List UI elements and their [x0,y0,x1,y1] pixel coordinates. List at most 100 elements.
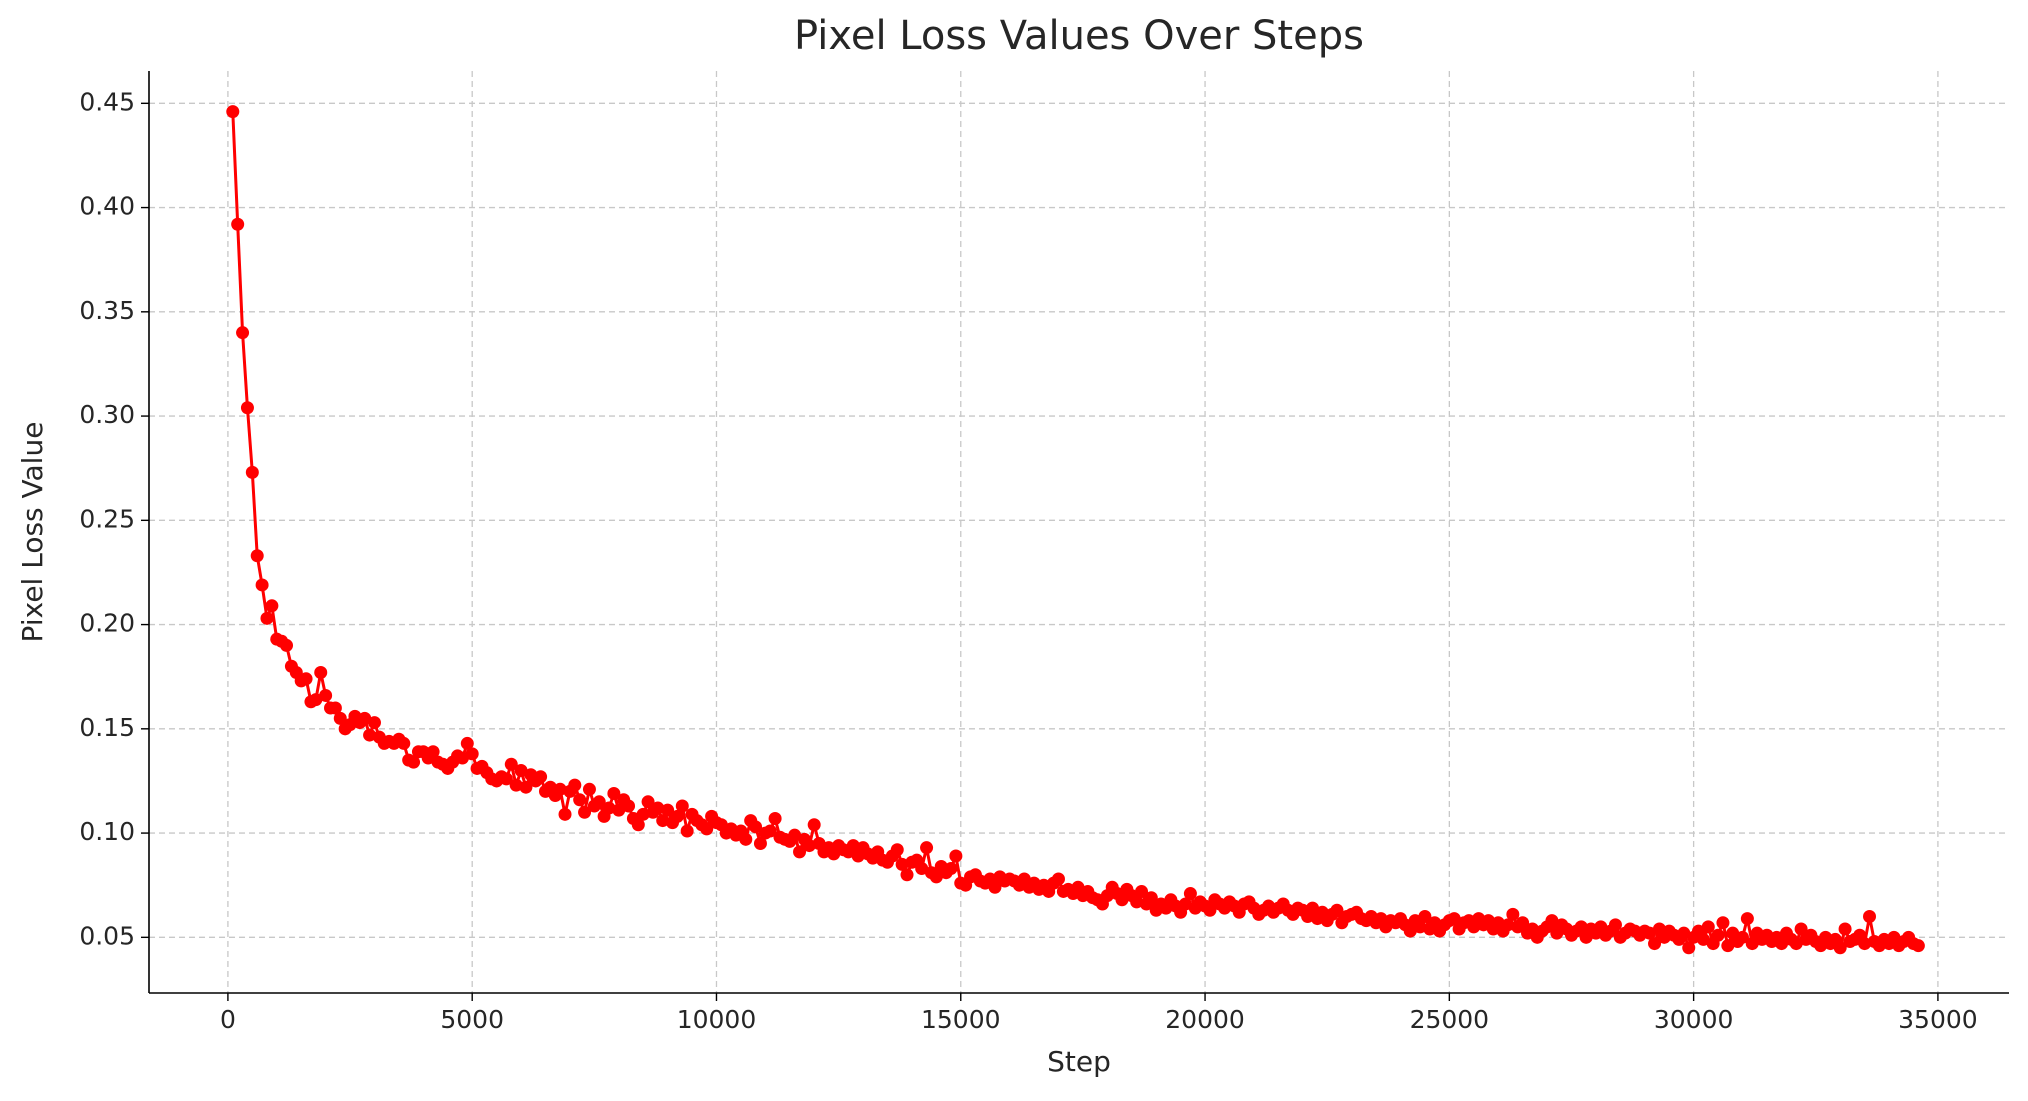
data-point [245,465,259,479]
data-point [631,818,645,832]
data-point [1545,914,1559,928]
data-point [1677,926,1691,940]
data-point [651,801,665,815]
data-point [1179,897,1193,911]
data-point [1858,937,1872,951]
data-point [929,870,943,884]
data-point [426,745,440,759]
x-axis-label: Step [1047,1045,1111,1078]
data-point [1648,937,1662,951]
data-point [607,786,621,800]
chart-title: Pixel Loss Values Over Steps [794,13,1364,59]
data-point [656,814,670,828]
data-point [509,778,523,792]
y-tick-label: 0.40 [79,192,135,221]
data-point [1506,907,1520,921]
data-point [319,688,333,702]
data-point [1721,939,1735,953]
data-point [895,857,909,871]
data-point [612,803,626,817]
data-point [1775,937,1789,951]
data-line [231,111,1919,950]
data-point [920,841,934,855]
y-tick-label: 0.35 [79,296,135,325]
data-point [1413,920,1427,934]
data-point [763,824,777,838]
data-point [602,801,616,815]
data-point [1516,916,1530,930]
data-point [670,809,684,823]
data-point [519,780,533,794]
data-point [661,803,675,817]
data-point [568,778,582,792]
data-point [988,880,1002,894]
data-point [1183,887,1197,901]
data-point [250,549,264,563]
data-point [1403,924,1417,938]
data-point [314,666,328,680]
x-tick-label: 10000 [677,1005,757,1034]
data-point [573,793,587,807]
data-point [534,770,548,784]
data-point [1911,939,1925,953]
x-tick-label: 15000 [921,1005,1001,1034]
data-point [504,757,518,771]
data-point [328,701,342,715]
data-point [1501,918,1515,932]
data-point [1130,895,1144,909]
data-point [280,638,294,652]
data-point [1306,901,1320,915]
data-point [944,862,958,876]
data-point [1418,909,1432,923]
data-point [1716,916,1730,930]
data-point [890,843,904,857]
x-tick-label: 20000 [1165,1005,1245,1034]
data-point [802,839,816,853]
data-point [1745,937,1759,951]
y-tick-label: 0.10 [79,817,135,846]
x-tick-label: 25000 [1410,1005,1490,1034]
data-point [1833,941,1847,955]
data-point [1711,928,1725,942]
data-point [1330,903,1344,917]
data-point [1838,922,1852,936]
data-point [499,772,513,786]
data-point [309,693,323,707]
data-point [236,326,250,340]
data-point [753,837,767,851]
data-point [1701,920,1715,934]
data-point [1794,922,1808,936]
data-point [397,736,411,750]
data-point [1643,926,1657,940]
data-point [900,868,914,882]
data-point [460,736,474,750]
y-tick-label: 0.25 [79,504,135,533]
y-axis-label: Pixel Loss Value [16,422,49,643]
data-point [1608,918,1622,932]
data-point [622,799,636,813]
data-point [807,818,821,832]
x-tick-label: 35000 [1898,1005,1978,1034]
data-point [1789,937,1803,951]
data-point [358,711,372,725]
x-tick-label: 5000 [440,1005,504,1034]
data-point [407,755,421,769]
data-point [582,782,596,796]
data-point [1135,884,1149,898]
data-point [675,799,689,813]
data-point [231,217,245,231]
data-point [1574,920,1588,934]
data-point [592,795,606,809]
x-tick-label: 0 [220,1005,236,1034]
data-point [949,849,963,863]
data-point [226,105,240,119]
data-point [465,747,479,761]
data-point [367,716,381,730]
data-point [749,820,763,834]
x-tick-label: 30000 [1654,1005,1734,1034]
data-point [680,824,694,838]
data-point [641,795,655,809]
data-point [514,764,528,778]
data-point [1144,891,1158,905]
